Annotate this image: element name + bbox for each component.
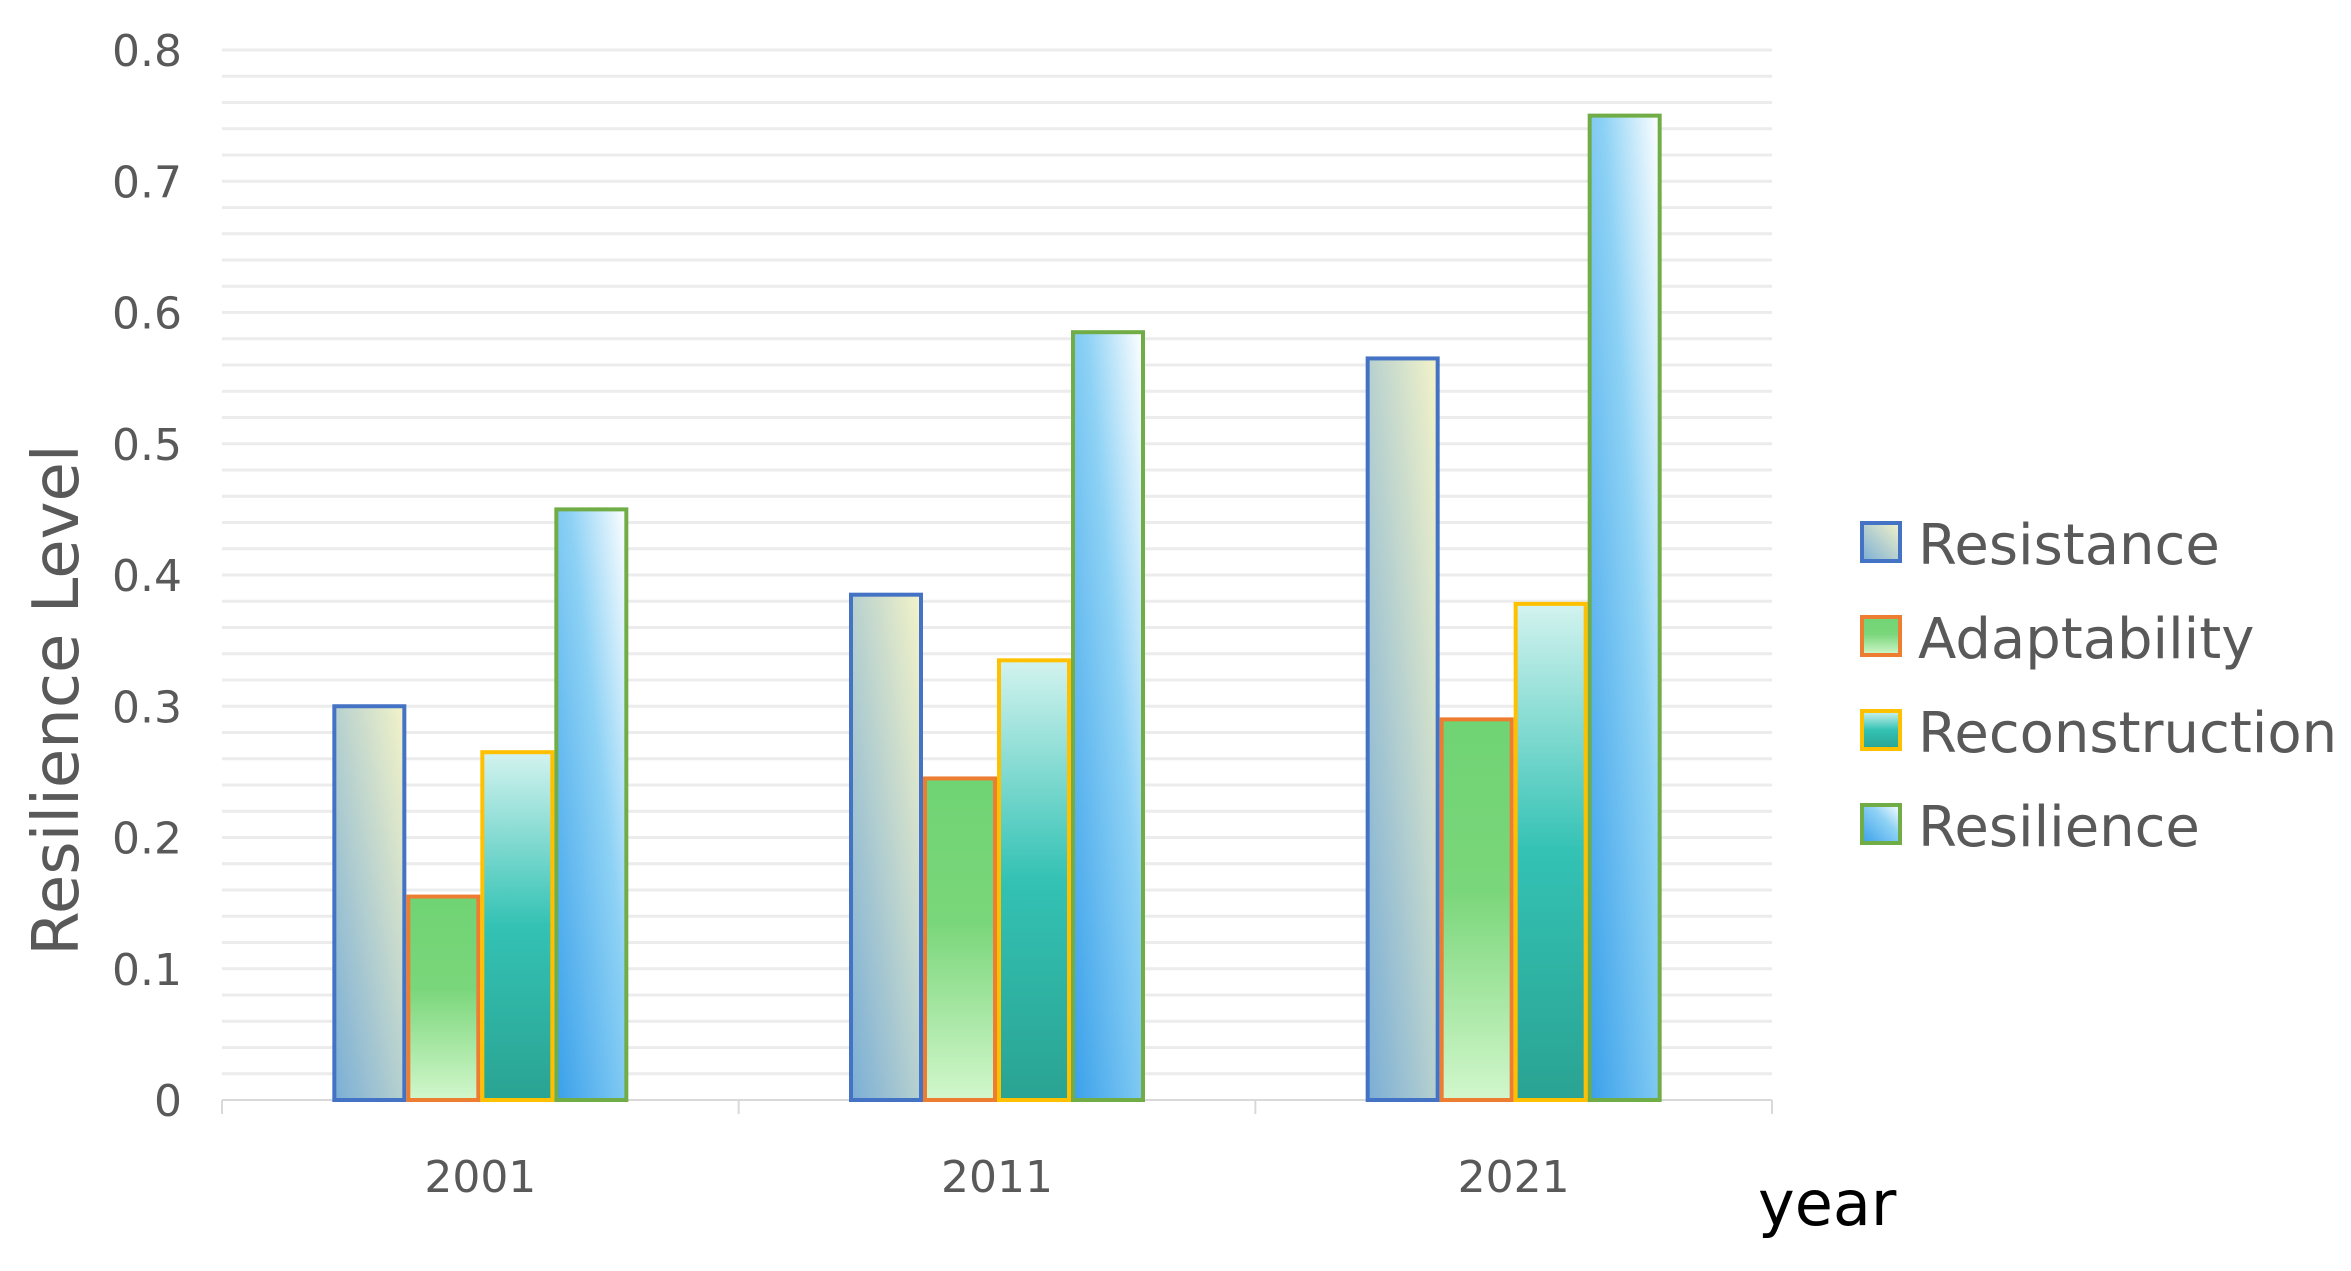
- bar-reconstruction-2021: [1513, 601, 1588, 1102]
- legend-swatch-resilience: [1860, 803, 1902, 845]
- y-tick-label: 0.7: [112, 157, 182, 208]
- bar-resistance-2011: [849, 592, 923, 1102]
- x-tick-label: 2001: [424, 1152, 536, 1203]
- y-tick-label: 0.2: [112, 814, 182, 865]
- y-tick-label: 0.5: [112, 420, 182, 471]
- bar-adaptability-2011: [923, 776, 997, 1102]
- bar-adaptability-2001: [406, 894, 481, 1102]
- legend-label-adaptability: Adaptability: [1918, 607, 2254, 672]
- y-tick-label: 0: [154, 1076, 182, 1127]
- x-axis-tick-labels: 2001 2011 2021: [424, 1152, 1569, 1203]
- bar-adaptability-2021: [1439, 717, 1514, 1102]
- bar-resilience-2001: [554, 507, 629, 1102]
- y-tick-label: 0.1: [112, 945, 182, 996]
- legend-swatch-reconstruction: [1860, 709, 1902, 751]
- y-tick-label: 0.4: [112, 551, 182, 602]
- bar-reconstruction-2011: [997, 658, 1071, 1102]
- legend-swatch-adaptability: [1860, 615, 1902, 657]
- bar-resistance-2001: [332, 704, 407, 1102]
- x-tick-label: 2011: [941, 1152, 1053, 1203]
- y-axis-tick-labels: 0 0.1 0.2 0.3 0.4 0.5 0.6 0.7 0.8: [112, 26, 182, 1127]
- legend-label-reconstruction: Reconstruction: [1918, 701, 2337, 766]
- bars: [332, 113, 1662, 1102]
- y-tick-label: 0.3: [112, 682, 182, 733]
- bar-resilience-2011: [1071, 330, 1145, 1102]
- y-axis-label: Resilience Level: [20, 444, 94, 955]
- legend-swatch-resistance: [1860, 521, 1902, 563]
- y-tick-label: 0.6: [112, 289, 182, 340]
- bar-reconstruction-2001: [480, 750, 555, 1102]
- legend: Resistance Adaptability Reconstruction Resi…: [1860, 513, 2337, 860]
- x-axis-tick-marks: [221, 1100, 1773, 1114]
- x-axis-label: year: [1758, 1167, 1897, 1240]
- legend-label-resistance: Resistance: [1918, 513, 2220, 578]
- bar-resilience-2021: [1587, 113, 1662, 1102]
- x-tick-label: 2021: [1458, 1152, 1570, 1203]
- legend-label-resilience: Resilience: [1918, 795, 2200, 860]
- y-tick-label: 0.8: [112, 26, 182, 77]
- bar-resistance-2021: [1365, 356, 1440, 1102]
